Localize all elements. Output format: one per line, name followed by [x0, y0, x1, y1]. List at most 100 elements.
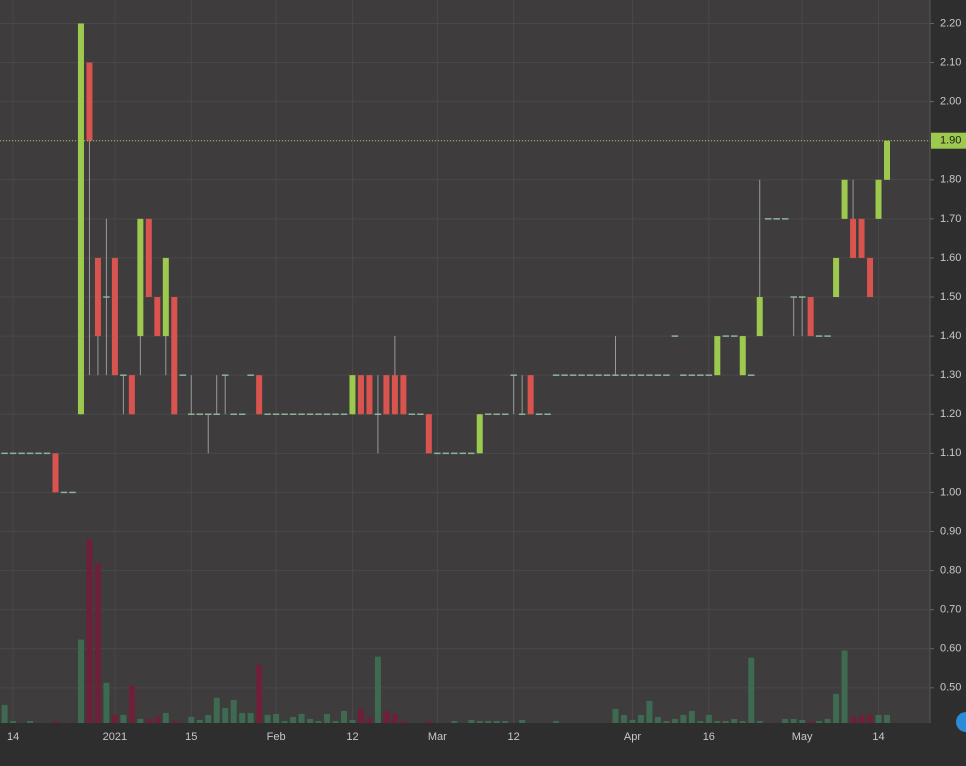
volume-bar [1, 704, 8, 723]
volume-bar [315, 720, 322, 723]
volume-bar [324, 713, 331, 723]
volume-bar [239, 712, 246, 723]
candle-body [867, 257, 874, 298]
volume-bar [756, 720, 763, 723]
volume-bar [663, 720, 670, 723]
y-tick-label: 1.00 [940, 486, 961, 498]
volume-bar [502, 720, 509, 723]
volume-bar [637, 714, 644, 723]
volume-bar [468, 719, 475, 723]
candle-body [850, 218, 857, 258]
x-tick-label: Mar [428, 731, 447, 743]
candle-body [383, 375, 390, 415]
scroll-button[interactable] [956, 712, 966, 732]
y-tick-label: 2.10 [940, 56, 961, 68]
candle-body [256, 375, 263, 415]
volume-bar [739, 720, 746, 723]
volume-bar [247, 712, 254, 723]
volume-bar [875, 714, 882, 723]
volume-bar [374, 656, 381, 723]
x-tick-label: 14 [7, 731, 19, 743]
volume-bar [485, 720, 492, 723]
volume-bar [264, 714, 271, 723]
volume-bar [213, 697, 220, 723]
volume-bar [27, 720, 34, 723]
candle-body [94, 257, 101, 337]
y-axis-panel [930, 0, 966, 766]
volume-bar [273, 713, 280, 723]
volume-bar [340, 710, 347, 723]
x-tick-label: Apr [624, 731, 641, 743]
volume-bar [731, 718, 738, 723]
volume-bar [154, 716, 161, 723]
volume-bar [841, 650, 848, 723]
volume-bar [349, 719, 356, 723]
volume-bar [705, 714, 712, 723]
volume-bar [833, 693, 840, 723]
x-tick-label: 16 [703, 731, 715, 743]
x-tick-label: 12 [346, 731, 358, 743]
volume-bar [307, 718, 314, 723]
candle-body [884, 140, 890, 180]
volume-bar [646, 700, 653, 723]
volume-bar [366, 717, 373, 723]
volume-bar [290, 716, 297, 723]
x-tick-label: 12 [508, 731, 520, 743]
last-price-tag [931, 132, 966, 149]
volume-bar [383, 710, 390, 723]
volume-bar [476, 720, 483, 723]
volume-bar [145, 718, 152, 723]
candle-body [357, 375, 364, 415]
volume-bar [400, 720, 407, 723]
y-tick-label: 2.20 [940, 17, 961, 29]
candle-body [349, 375, 356, 415]
y-tick-label: 1.30 [940, 369, 961, 381]
y-tick-label: 1.60 [940, 252, 961, 264]
x-axis-panel [0, 723, 930, 766]
volume-bar [850, 716, 857, 723]
candle-body [875, 179, 882, 219]
last-price-label: 1.90 [940, 135, 961, 147]
candle-body [52, 453, 59, 493]
volume-bar [748, 657, 755, 723]
volume-bar [120, 714, 127, 723]
volume-bar [493, 720, 500, 723]
y-tick-label: 0.80 [940, 564, 961, 576]
volume-bar [722, 720, 729, 723]
volume-bar [629, 719, 636, 723]
volume-bar [671, 718, 678, 723]
candle-body [154, 297, 161, 337]
volume-bar [103, 682, 110, 723]
volume-bar [697, 720, 704, 723]
y-tick-label: 1.70 [940, 213, 961, 225]
y-tick-label: 0.70 [940, 604, 961, 616]
volume-bar [824, 718, 831, 723]
candle-body [714, 336, 721, 376]
volume-bar [884, 714, 890, 723]
candle-body [858, 218, 865, 258]
candle-body [476, 414, 483, 454]
volume-bar [137, 718, 144, 723]
volume-bar [451, 720, 458, 723]
volume-bar [298, 713, 305, 723]
candle-body [425, 414, 432, 454]
volume-bar [52, 720, 59, 723]
volume-bar [77, 639, 84, 723]
candle-body [400, 375, 407, 415]
volume-bar [357, 708, 364, 723]
candle-body [833, 257, 840, 298]
x-tick-label: Feb [267, 731, 286, 743]
volume-bar [425, 720, 432, 723]
candle-body [77, 23, 84, 415]
y-tick-label: 0.90 [940, 525, 961, 537]
volume-bar [620, 714, 627, 723]
volume-bar [816, 720, 823, 723]
volume-bar [10, 720, 17, 723]
volume-bar [205, 714, 212, 723]
volume-bar [94, 563, 101, 723]
candle-body [366, 375, 373, 415]
candle-body [739, 336, 746, 376]
volume-bar [858, 714, 865, 723]
y-tick-label: 0.50 [940, 682, 961, 694]
